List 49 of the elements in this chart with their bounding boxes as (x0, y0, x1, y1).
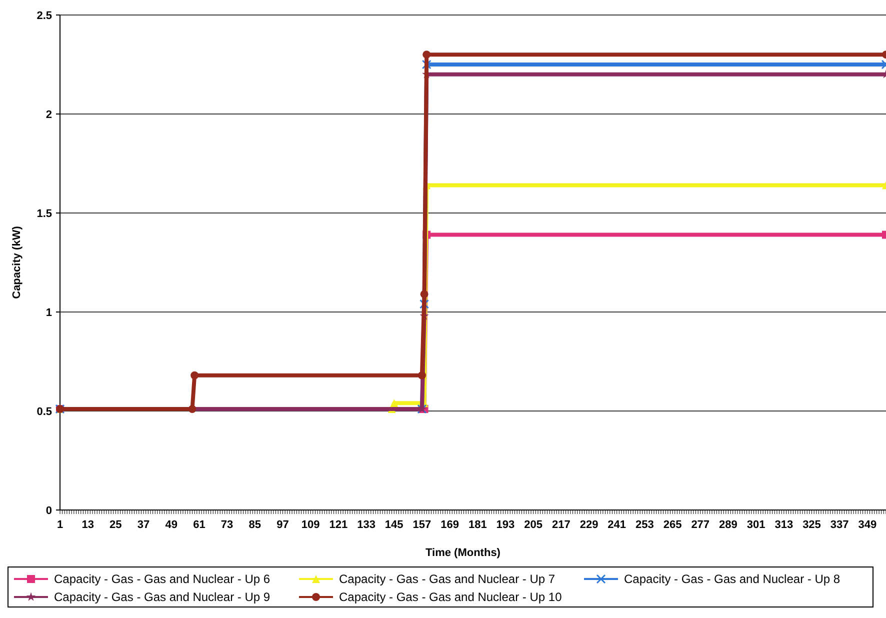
x-tick-label: 61 (193, 519, 206, 531)
legend-label: Capacity - Gas - Gas and Nuclear - Up 10 (339, 590, 562, 604)
x-tick-label: 253 (636, 519, 654, 531)
x-tick-label: 277 (691, 519, 710, 531)
x-tick-label: 13 (82, 519, 94, 531)
x-tick-label: 97 (276, 519, 289, 531)
point (390, 399, 398, 408)
legend-label: Capacity - Gas - Gas and Nuclear - Up 8 (624, 572, 840, 586)
x-tick-label: 325 (802, 519, 821, 531)
y-tick-label: 0 (46, 504, 52, 517)
x-tick-label: 109 (301, 519, 320, 531)
x-tick-label: 157 (412, 519, 432, 531)
x-tick-label: 337 (830, 519, 849, 531)
point (188, 405, 196, 414)
x-axis-title: Time (Months) (426, 547, 501, 559)
x-tick-label: 181 (468, 519, 487, 531)
x-tick-label: 229 (580, 519, 598, 531)
point (190, 371, 199, 380)
x-tick-label: 349 (858, 519, 877, 531)
x-tick-label: 1 (56, 519, 64, 531)
legend-label: Capacity - Gas - Gas and Nuclear - Up 7 (339, 572, 556, 586)
y-axis-title: Capacity (kW) (11, 226, 23, 299)
x-tick-label: 313 (774, 519, 794, 531)
legend-label: Capacity - Gas - Gas and Nuclear - Up 6 (54, 572, 270, 586)
y-tick-label: 1.5 (36, 208, 52, 220)
y-tick-label: 2 (46, 108, 52, 121)
x-tick-label: 241 (608, 519, 626, 531)
x-tick-label: 289 (719, 519, 738, 531)
x-tick-label: 49 (165, 519, 178, 531)
x-tick-label: 37 (137, 519, 150, 531)
x-tick-label: 73 (220, 519, 234, 531)
point (420, 290, 428, 298)
x-tick-label: 85 (248, 519, 262, 531)
legend-label: Capacity - Gas - Gas and Nuclear - Up 9 (54, 590, 270, 604)
y-tick-label: 2.5 (36, 10, 52, 22)
x-tick-label: 301 (746, 519, 766, 531)
x-tick-label: 265 (663, 519, 682, 531)
x-tick-label: 217 (552, 519, 570, 531)
x-tick-label: 145 (384, 519, 404, 531)
x-tick-label: 121 (329, 519, 348, 531)
point (418, 371, 426, 380)
x-tick-label: 25 (110, 519, 122, 531)
y-tick-label: 0.5 (36, 406, 52, 418)
x-tick-label: 205 (524, 519, 543, 531)
x-tick-label: 133 (357, 519, 376, 531)
x-tick-label: 169 (440, 519, 459, 531)
x-tick-label: 193 (496, 519, 515, 531)
y-tick-label: 1 (46, 306, 52, 319)
point (422, 50, 431, 59)
